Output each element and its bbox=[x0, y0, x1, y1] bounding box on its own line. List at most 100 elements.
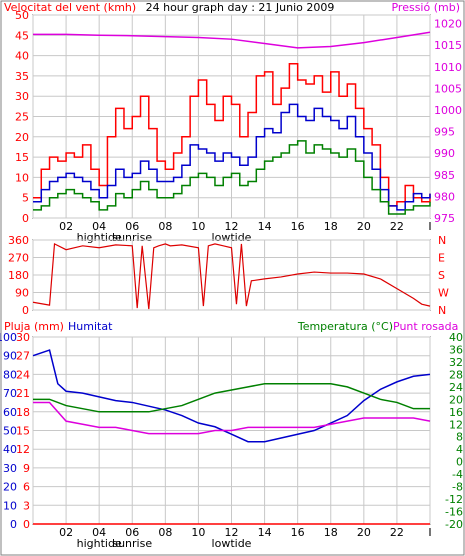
direction-y-tick: 360 bbox=[8, 234, 29, 247]
temp-x-tick: 22 bbox=[390, 526, 404, 539]
temp-x-tick: I bbox=[428, 526, 431, 539]
pressure-y-tick: 1005 bbox=[434, 82, 462, 95]
humidity-y-tick: 90 bbox=[3, 350, 17, 363]
temp-x-tick: 12 bbox=[225, 526, 239, 539]
humidity-y-tick: 10 bbox=[3, 499, 17, 512]
temp-y-tick: 8 bbox=[456, 431, 463, 444]
wind-x-annotation: hightide bbox=[77, 231, 122, 244]
direction-compass-label: N bbox=[438, 304, 446, 317]
direction-compass-label: N bbox=[438, 234, 446, 247]
chart-title: 24 hour graph day : 21 Junio 2009 bbox=[146, 1, 335, 14]
wind-x-tick: 14 bbox=[258, 220, 272, 233]
direction-compass-label: S bbox=[438, 269, 445, 282]
wind-series-0 bbox=[33, 62, 431, 207]
temp-y-tick: 12 bbox=[449, 418, 463, 431]
temp-y-tick: -4 bbox=[452, 468, 463, 481]
temp-y-tick: -8 bbox=[452, 481, 463, 494]
rain-y-tick: 24 bbox=[16, 368, 30, 381]
wind-y-tick: 40 bbox=[15, 50, 29, 63]
pressure-y-tick: 980 bbox=[434, 190, 455, 203]
direction-compass-label: E bbox=[438, 252, 445, 265]
temp-x-tick: 02 bbox=[59, 526, 73, 539]
wind-y-tick: 25 bbox=[15, 111, 29, 124]
rain-y-tick: 30 bbox=[16, 331, 30, 344]
wind-x-tick: 20 bbox=[357, 220, 371, 233]
wind-axis-title: Velocitat del vent (kmh) bbox=[4, 1, 136, 14]
wind-x-annotation: lowtide bbox=[212, 231, 252, 244]
wind-y-tick: 30 bbox=[15, 90, 29, 103]
rain-y-tick: 21 bbox=[16, 387, 30, 400]
temp-x-tick: 20 bbox=[357, 526, 371, 539]
wind-x-tick: 08 bbox=[158, 220, 172, 233]
rain-y-tick: 9 bbox=[23, 462, 30, 475]
temp-x-tick: 10 bbox=[191, 526, 205, 539]
wind-x-annotation: sunrise bbox=[112, 231, 152, 244]
wind-y-tick: 15 bbox=[15, 151, 29, 164]
humidity-y-tick: 20 bbox=[3, 481, 17, 494]
wind-y-tick: 35 bbox=[15, 70, 29, 83]
temp-y-tick: -20 bbox=[445, 518, 463, 531]
rain-y-tick: 3 bbox=[23, 499, 30, 512]
rain-y-tick: 15 bbox=[16, 425, 30, 438]
wind-y-tick: 50 bbox=[15, 9, 29, 22]
wind-series-2 bbox=[33, 140, 431, 215]
pressure-y-tick: 1015 bbox=[434, 39, 462, 52]
temp-y-tick: 28 bbox=[449, 368, 463, 381]
wind-x-tick: 12 bbox=[225, 220, 239, 233]
humidity-y-tick: 30 bbox=[3, 462, 17, 475]
rain-y-tick: 6 bbox=[23, 481, 30, 494]
rain-y-tick: 12 bbox=[16, 443, 30, 456]
direction-y-tick: 90 bbox=[15, 287, 29, 300]
wind-x-tick: 04 bbox=[92, 220, 106, 233]
wind-y-tick: 5 bbox=[22, 192, 29, 205]
wind-x-tick: 06 bbox=[125, 220, 139, 233]
temp-y-tick: 36 bbox=[449, 343, 463, 356]
pressure-y-tick: 985 bbox=[434, 169, 455, 182]
pressure-y-tick: 990 bbox=[434, 147, 455, 160]
rain-y-tick: 27 bbox=[16, 350, 30, 363]
wind-x-tick: 16 bbox=[291, 220, 305, 233]
direction-compass-label: W bbox=[438, 287, 449, 300]
direction-y-tick: 180 bbox=[8, 269, 29, 282]
wind-x-tick: 02 bbox=[59, 220, 73, 233]
wind-series-1 bbox=[33, 103, 431, 211]
wind-series-3 bbox=[33, 31, 431, 49]
temp-x-tick: 18 bbox=[324, 526, 338, 539]
wind-y-tick: 45 bbox=[15, 29, 29, 42]
wind-x-tick: 22 bbox=[390, 220, 404, 233]
humidity-y-tick: 0 bbox=[10, 518, 17, 531]
wind-x-tick: 18 bbox=[324, 220, 338, 233]
rain-y-tick: 18 bbox=[16, 406, 30, 419]
pressure-y-tick: 975 bbox=[434, 212, 455, 225]
temp-x-tick: 16 bbox=[291, 526, 305, 539]
temp-x-tick: 08 bbox=[158, 526, 172, 539]
pressure-y-tick: 1010 bbox=[434, 61, 462, 74]
wind-y-tick: 0 bbox=[22, 212, 29, 225]
humidity-y-tick: 60 bbox=[3, 406, 17, 419]
wind-x-tick: 10 bbox=[191, 220, 205, 233]
humidity-y-tick: 100 bbox=[0, 331, 17, 344]
pressure-y-tick: 1000 bbox=[434, 104, 462, 117]
temp-y-tick: 24 bbox=[449, 381, 463, 394]
temp-x-annotation: hightide bbox=[77, 537, 122, 550]
temp-x-tick: 14 bbox=[258, 526, 272, 539]
humidity-y-tick: 40 bbox=[3, 443, 17, 456]
wind-x-tick: I bbox=[428, 220, 431, 233]
temp-y-tick: 4 bbox=[456, 443, 463, 456]
humidity-axis-title: Humitat bbox=[68, 320, 113, 333]
direction-series-0 bbox=[32, 242, 431, 310]
temp-y-tick: 0 bbox=[456, 456, 463, 469]
humidity-y-tick: 50 bbox=[3, 425, 17, 438]
rain-axis-title: Pluja (mm) bbox=[4, 320, 64, 333]
wind-y-tick: 10 bbox=[15, 171, 29, 184]
direction-y-tick: 0 bbox=[22, 304, 29, 317]
pressure-y-tick: 995 bbox=[434, 126, 455, 139]
humidity-y-tick: 80 bbox=[3, 368, 17, 381]
wind-y-tick: 20 bbox=[15, 131, 29, 144]
temp-y-tick: 40 bbox=[449, 331, 463, 344]
dewpoint-axis-title: Punt rosada bbox=[393, 320, 458, 333]
temp-x-tick: 04 bbox=[92, 526, 106, 539]
temp-x-tick: 06 bbox=[125, 526, 139, 539]
temp-y-tick: -12 bbox=[445, 493, 463, 506]
